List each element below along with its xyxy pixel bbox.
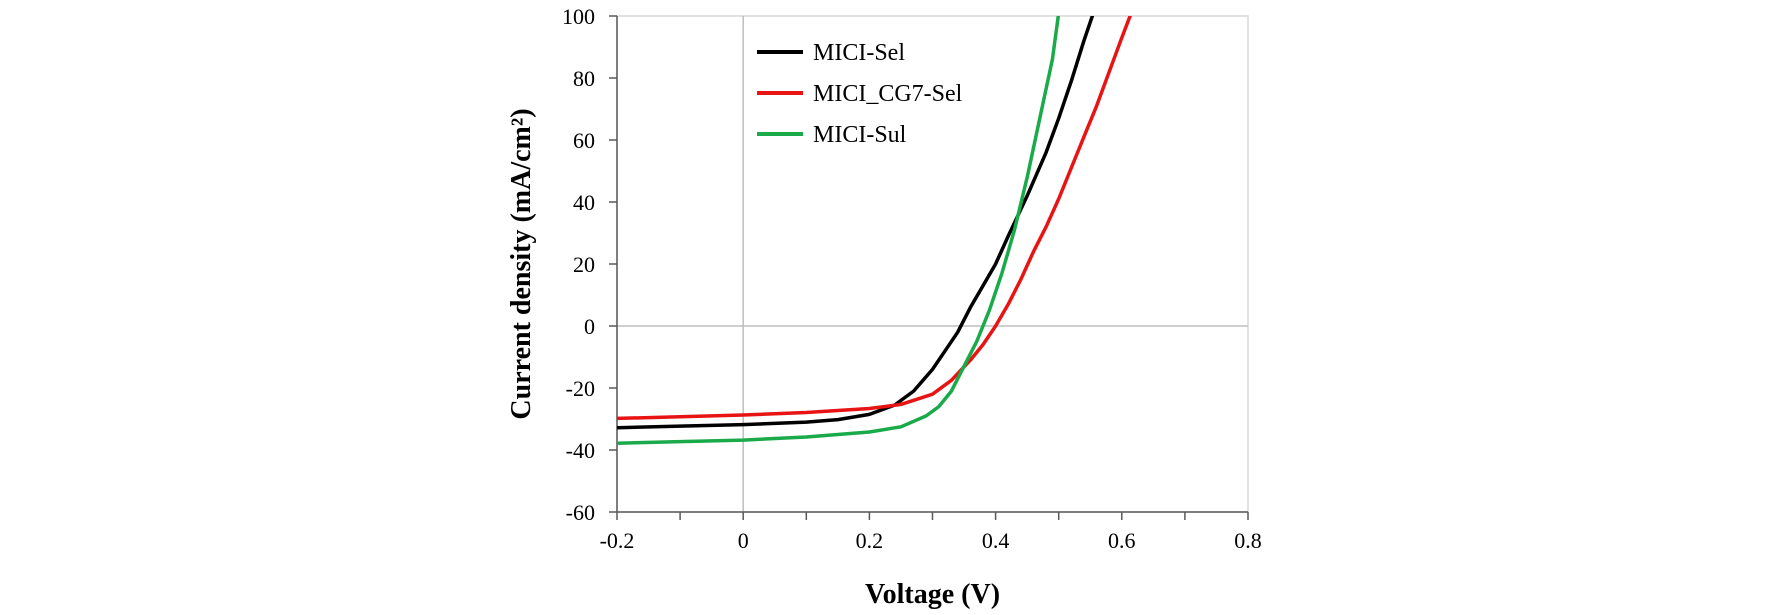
y-tick-label: 0 — [584, 314, 595, 339]
x-tick-label: 0.6 — [1108, 528, 1136, 553]
legend-label: MICI_CG7-Sel — [813, 81, 963, 107]
y-tick-label: -20 — [566, 376, 595, 401]
x-tick-label: 0.2 — [856, 528, 884, 553]
series-line-2 — [617, 16, 1132, 421]
y-tick-label: 60 — [573, 128, 595, 153]
zero-lines — [617, 16, 1248, 512]
y-axis: -60 -40 -20 0 20 40 60 80 100 — [562, 4, 618, 525]
x-tick-label: -0.2 — [600, 528, 635, 553]
y-axis-title: Current density (mA/cm²) — [506, 108, 537, 419]
x-axis-title: Voltage (V) — [865, 579, 1000, 610]
y-tick-label: 80 — [573, 66, 595, 91]
legend: MICI-Sel MICI_CG7-Sel MICI-Sul — [757, 40, 963, 148]
y-tick-label: 20 — [573, 252, 595, 277]
series-line-3 — [617, 16, 1061, 445]
series-line-1 — [617, 16, 1095, 430]
series-layer — [617, 16, 1132, 445]
y-tick-label: -60 — [566, 500, 595, 525]
legend-label: MICI-Sul — [813, 122, 907, 148]
y-tick-label: 100 — [562, 4, 595, 29]
y-tick-label: 40 — [573, 190, 595, 215]
x-tick-label: 0.4 — [982, 528, 1010, 553]
x-axis: -0.2 0 0.2 0.4 0.6 0.8 — [600, 511, 1262, 553]
y-tick-label: -40 — [566, 438, 595, 463]
x-tick-label: 0 — [738, 528, 749, 553]
legend-label: MICI-Sel — [813, 40, 905, 66]
x-tick-label: 0.8 — [1234, 528, 1262, 553]
